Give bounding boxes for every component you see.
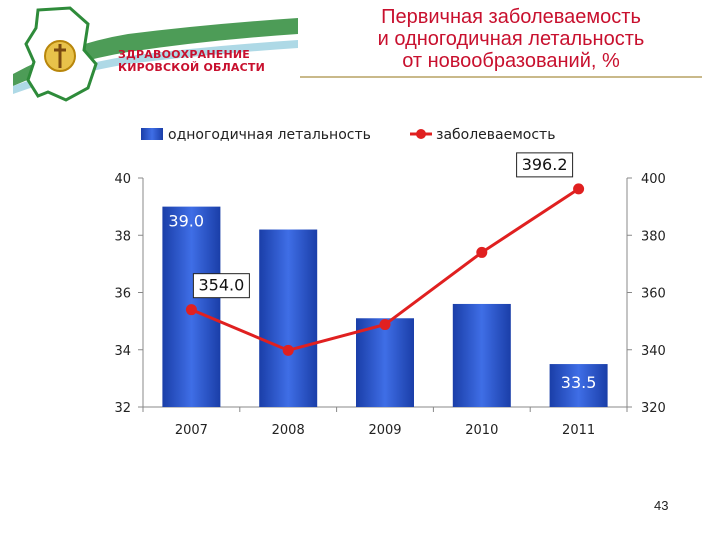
legend-bar-label: одногодичная летальность: [168, 127, 371, 143]
line-series: [185, 183, 585, 356]
y-right-tick-label: 380: [641, 229, 666, 244]
x-tick-label: 2009: [368, 423, 401, 438]
y-right-tick-label: 360: [641, 287, 666, 302]
logo-text-line2: КИРОВСКОЙ ОБЛАСТИ: [118, 61, 266, 74]
line-point: [379, 319, 391, 331]
y-right-tick-label: 320: [641, 401, 666, 416]
bar: [356, 318, 414, 407]
y-left-tick-label: 38: [114, 229, 131, 244]
data-label-box: [516, 152, 574, 178]
data-label: 39.0: [168, 212, 204, 231]
legend-line-label: заболеваемость: [436, 127, 555, 143]
title-divider: [300, 76, 702, 78]
line-point: [282, 344, 294, 356]
title-line-1: Первичная заболеваемость: [381, 6, 641, 28]
combo-chart: одногодичная летальность заболеваемость 3…: [114, 127, 665, 438]
bar: [452, 303, 511, 407]
y-left-tick-label: 40: [114, 172, 131, 187]
logo-emblem-icon: [13, 6, 298, 102]
bar: [259, 229, 318, 407]
logo-text: ЗДРАВООХРАНЕНИЕ КИРОВСКОЙ ОБЛАСТИ: [118, 48, 265, 74]
x-tick-label: 2008: [272, 423, 305, 438]
y-left-tick-label: 36: [114, 287, 131, 302]
title-line-2: и одногодичная летальность: [377, 28, 645, 50]
data-label: 33.5: [561, 373, 597, 392]
title-line-3: от новообразований, %: [402, 50, 620, 72]
legend-bar-swatch: [141, 128, 163, 140]
y-left-tick-label: 32: [114, 401, 131, 416]
x-tick-label: 2011: [562, 423, 595, 438]
line-point: [476, 246, 488, 258]
legend: одногодичная летальность заболеваемость: [141, 127, 555, 143]
bar-series: [162, 206, 608, 407]
bar: [549, 364, 608, 407]
logo: ЗДРАВООХРАНЕНИЕ КИРОВСКОЙ ОБЛАСТИ: [8, 4, 308, 104]
page-number: 43: [654, 498, 669, 513]
line-point: [185, 304, 197, 316]
data-labels: 39.0 354.0 396.2 33.5: [168, 152, 597, 392]
y-right-tick-label: 340: [641, 344, 666, 359]
x-tick-label: 2010: [465, 423, 498, 438]
x-tick-label: 2007: [175, 423, 208, 438]
data-label: 354.0: [198, 276, 244, 295]
line-point: [573, 183, 585, 195]
y-right-tick-label: 400: [641, 172, 666, 187]
y-left-tick-label: 34: [114, 344, 131, 359]
slide-title: Первичная заболеваемость и одногодичная …: [320, 6, 702, 72]
logo-text-line1: ЗДРАВООХРАНЕНИЕ: [118, 48, 250, 61]
data-label-box: [192, 273, 250, 299]
axes: 32 34 36 38 40 320 340 360 380 400 2007 2008 2009 201…: [114, 172, 665, 438]
data-label: 396.2: [522, 155, 568, 174]
legend-line-marker: [416, 129, 426, 139]
